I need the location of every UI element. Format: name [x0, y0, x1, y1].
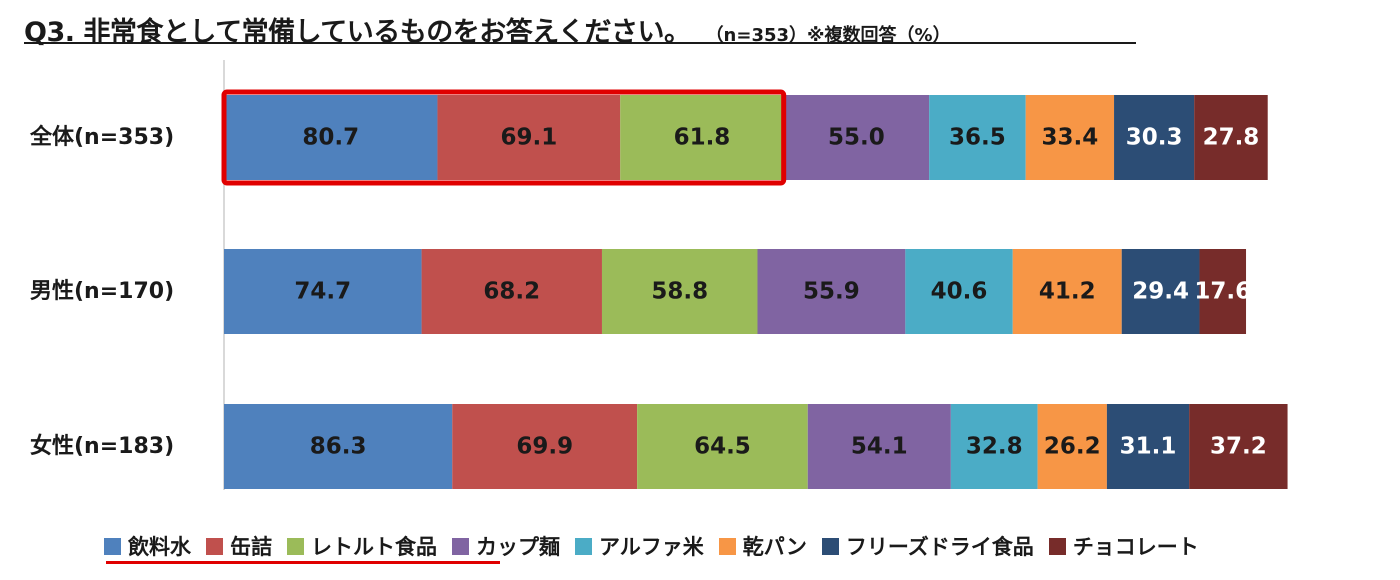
data-label: 26.2 — [1044, 434, 1101, 460]
bar-segment — [950, 404, 1038, 489]
data-label: 69.1 — [500, 125, 557, 151]
data-label: 29.4 — [1132, 279, 1189, 305]
data-label: 68.2 — [483, 279, 540, 305]
bar-segment — [1012, 249, 1122, 334]
legend-swatch — [287, 537, 304, 555]
legend-swatch — [1048, 537, 1066, 555]
bar-segment — [929, 95, 1026, 180]
category-label: 男性(n=170) — [30, 279, 174, 304]
chart-title: Q3. 非常食として常備しているものをお答えください。 （n=353）※複数回答… — [24, 10, 1136, 48]
legend-item: 缶詰 — [206, 531, 272, 561]
data-label: 40.6 — [931, 279, 988, 305]
bar-segment — [601, 249, 758, 334]
data-label: 69.9 — [516, 434, 573, 460]
data-label: 74.7 — [294, 279, 351, 305]
bar-segment — [437, 95, 621, 180]
data-label: 31.1 — [1120, 434, 1177, 460]
bar-segment — [620, 95, 784, 180]
bar-segment — [1121, 249, 1200, 334]
bar-segment — [1194, 95, 1268, 180]
legend-swatch — [575, 537, 592, 555]
bar-segment — [224, 404, 453, 489]
legend-item: フリーズドライ食品 — [821, 531, 1034, 561]
data-label: 41.2 — [1039, 279, 1096, 305]
data-label: 55.0 — [828, 125, 885, 151]
bar-segment — [421, 249, 602, 334]
bar-segment — [637, 404, 808, 489]
data-label: 30.3 — [1126, 125, 1183, 151]
legend-label: カップ麺 — [476, 535, 560, 559]
data-label: 86.3 — [310, 434, 367, 460]
bar-segment — [1189, 404, 1288, 489]
bar-segment — [1114, 95, 1195, 180]
data-label: 80.7 — [302, 125, 359, 151]
legend-item: レトルト食品 — [287, 531, 437, 561]
legend-label: レトルト食品 — [311, 535, 437, 559]
highlight-box — [221, 89, 787, 186]
bar-segment — [452, 404, 638, 489]
legend-swatch — [104, 537, 121, 555]
data-label: 36.5 — [949, 125, 1006, 151]
category-label: 女性(n=183) — [30, 433, 174, 459]
data-label: 55.9 — [803, 279, 860, 305]
legend-label: チョコレート — [1072, 535, 1199, 559]
bar-segment — [905, 249, 1013, 334]
bar-segment — [224, 249, 422, 334]
legend-swatch — [206, 537, 223, 555]
chart-title-note: （n=353）※複数回答（%） — [705, 25, 951, 46]
legend-item: カップ麺 — [452, 531, 560, 561]
legend-swatch — [452, 537, 469, 555]
legend-label: 乾パン — [742, 535, 807, 559]
data-label: 27.8 — [1203, 125, 1260, 151]
legend-label: フリーズドライ食品 — [845, 535, 1034, 559]
legend-label: アルファ米 — [599, 535, 704, 559]
chart-title-text: Q3. 非常食として常備しているものをお答えください。 — [24, 17, 691, 48]
legend-item: 乾パン — [718, 531, 807, 561]
legend-swatch — [821, 537, 839, 555]
bar-segment — [757, 249, 906, 334]
data-label: 17.6 — [1194, 279, 1251, 305]
bar-segment — [1199, 249, 1247, 334]
data-label: 64.5 — [694, 434, 751, 460]
legend-item: アルファ米 — [575, 531, 704, 561]
legend-item: 飲料水 — [104, 531, 191, 561]
legend-item: チョコレート — [1048, 531, 1199, 561]
legend-highlight-underline — [106, 561, 500, 564]
legend-label: 缶詰 — [230, 535, 272, 559]
legend-label: 飲料水 — [128, 535, 191, 559]
data-label: 54.1 — [851, 434, 908, 460]
legend: 飲料水 缶詰 レトルト食品 カップ麺 アルファ米 乾パン フリーズドライ食品 チョコレート — [104, 530, 1199, 562]
bar-segment — [1106, 404, 1190, 489]
legend-swatch — [718, 537, 736, 555]
data-label: 61.8 — [674, 125, 731, 151]
bar-segment — [1037, 404, 1107, 489]
bar-segment — [807, 404, 951, 489]
bar-segment — [783, 95, 930, 180]
data-label: 37.2 — [1210, 434, 1267, 460]
bar-segment — [1025, 95, 1115, 180]
category-label: 全体(n=353) — [29, 124, 174, 150]
bar-segment — [224, 95, 438, 180]
data-label: 58.8 — [651, 279, 708, 305]
data-label: 33.4 — [1041, 125, 1098, 151]
data-label: 32.8 — [966, 434, 1023, 460]
